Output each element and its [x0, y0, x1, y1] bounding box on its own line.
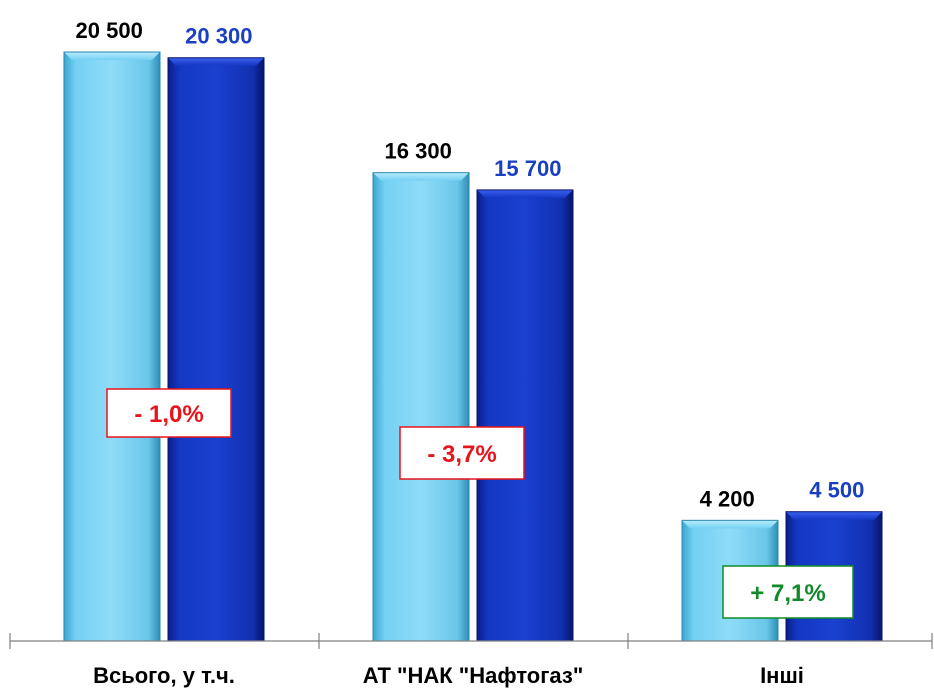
change-badge-1: - 1,0% — [106, 388, 232, 438]
category-label-1: Всього, у т.ч. — [93, 663, 235, 688]
value-label-series-2-2: 15 700 — [494, 156, 561, 181]
value-label-series-1-2: 16 300 — [385, 139, 452, 164]
value-label-series-1-1: 20 500 — [76, 18, 143, 43]
value-label-series-2-3: 4 500 — [809, 478, 864, 503]
bar-series-2-2 — [476, 189, 574, 642]
bar-series-1-1 — [63, 51, 161, 642]
bar-series-1-2 — [372, 172, 470, 642]
change-label-1: - 1,0% — [134, 401, 203, 428]
category-label-2: АТ "НАК "Нафтогаз" — [363, 663, 584, 688]
value-label-series-2-1: 20 300 — [185, 24, 252, 49]
bar-series-2-1 — [167, 57, 265, 642]
category-label-3: Інші — [760, 663, 804, 688]
change-badge-2: - 3,7% — [399, 426, 525, 480]
value-label-series-1-3: 4 200 — [700, 486, 755, 511]
change-label-2: - 3,7% — [427, 441, 496, 468]
change-label-3: + 7,1% — [750, 580, 825, 607]
change-badge-3: + 7,1% — [722, 565, 854, 619]
